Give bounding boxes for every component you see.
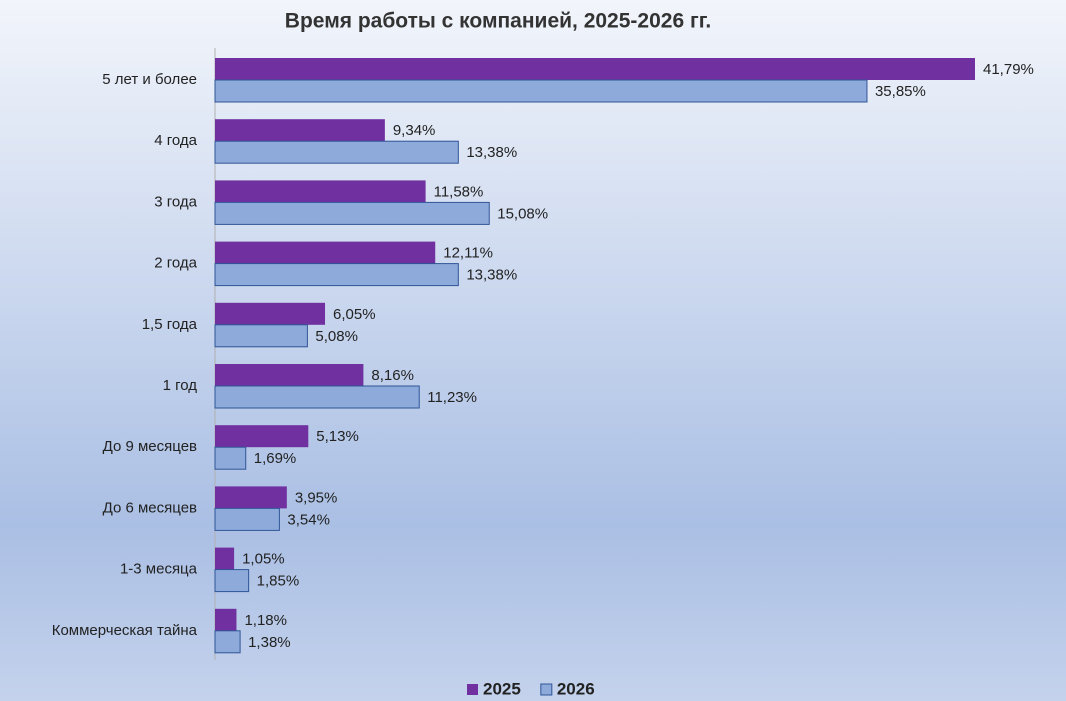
data-label: 6,05% (333, 306, 376, 323)
data-label: 1,85% (257, 573, 300, 590)
y-tick-label: 1 год (163, 377, 198, 394)
bar (214, 507, 280, 531)
y-tick-label: 1-3 месяца (120, 561, 198, 578)
data-label: 35,85% (875, 83, 926, 100)
data-label: 11,58% (434, 183, 484, 200)
y-tick-label: 2 года (154, 255, 197, 272)
y-tick-label: До 9 месяцев (103, 438, 197, 455)
bar (215, 486, 287, 509)
bar (214, 263, 459, 287)
legend-label: 2026 (557, 679, 595, 698)
data-label: 3,95% (295, 489, 338, 506)
bar (214, 201, 490, 225)
y-tick-label: 5 лет и более (102, 71, 197, 88)
y-tick-label: 4 года (154, 132, 197, 149)
bar (214, 79, 868, 103)
data-label: 15,08% (497, 205, 548, 222)
legend-swatch (467, 684, 478, 695)
data-label: 13,38% (466, 144, 517, 161)
bar (215, 302, 326, 325)
legend-label: 2025 (483, 679, 521, 698)
bar (214, 385, 420, 409)
data-label: 5,13% (316, 428, 359, 445)
data-label: 5,08% (315, 328, 358, 345)
data-label: 41,79% (983, 61, 1034, 78)
bar (215, 364, 364, 386)
bar (214, 140, 459, 164)
bar (215, 241, 436, 264)
bar (214, 324, 308, 348)
y-tick-label: 3 года (154, 193, 197, 210)
data-label: 8,16% (371, 367, 414, 384)
bar (215, 425, 309, 448)
data-label: 1,05% (242, 551, 285, 568)
data-label: 1,69% (254, 450, 297, 467)
y-tick-label: 1,5 года (142, 316, 198, 333)
data-label: 9,34% (393, 122, 436, 139)
data-label: 12,11% (443, 245, 493, 262)
bar (215, 608, 237, 631)
data-label: 11,23% (427, 389, 477, 406)
chart-title: Время работы с компанией, 2025-2026 гг. (285, 10, 711, 33)
bar (215, 180, 426, 203)
data-label: 1,18% (244, 612, 287, 629)
y-tick-label: До 6 месяцев (103, 499, 197, 516)
bar (215, 119, 385, 142)
data-label: 13,38% (466, 267, 517, 284)
data-label: 3,54% (287, 511, 330, 528)
bar (214, 446, 247, 470)
bar (214, 630, 241, 654)
bar (214, 569, 250, 593)
bar (215, 547, 235, 570)
data-label: 1,38% (248, 634, 291, 651)
legend-swatch (540, 683, 553, 696)
bar (215, 58, 975, 80)
y-tick-label: Коммерческая тайна (52, 622, 198, 639)
